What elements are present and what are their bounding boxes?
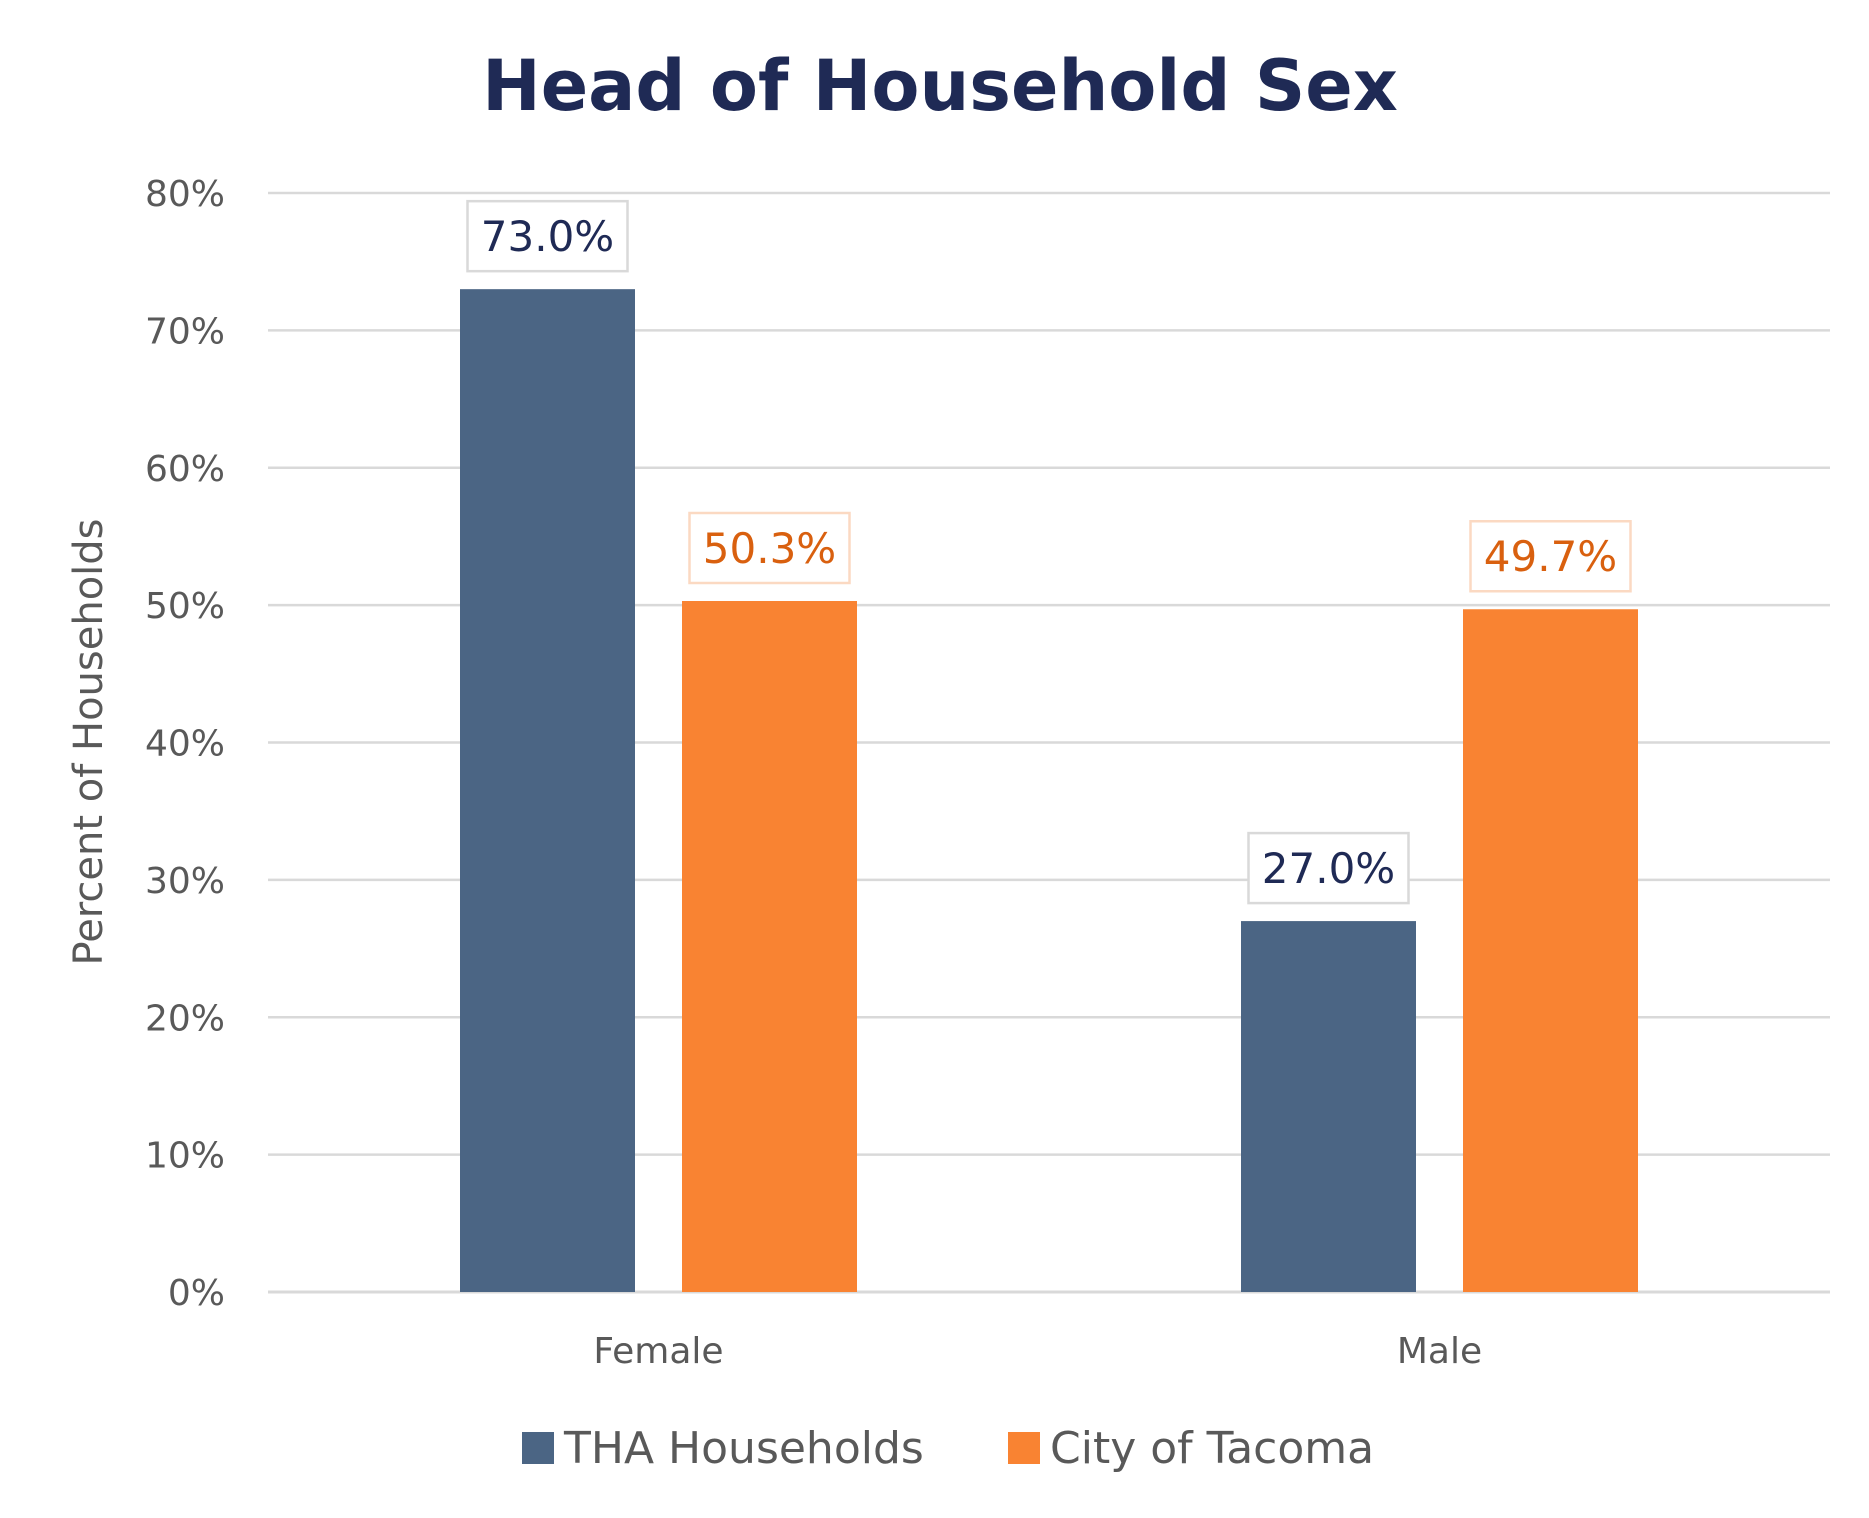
legend-label: City of Tacoma — [1050, 1423, 1374, 1474]
data-label: 50.3% — [703, 524, 836, 573]
y-tick-label: 30% — [145, 861, 225, 902]
y-tick-label: 60% — [145, 449, 225, 490]
data-labels: 73.0% 50.3% 27.0% 49.7% — [466, 199, 1632, 905]
legend-swatch-city-of-tacoma — [1008, 1432, 1040, 1464]
bar-city-of-tacoma-male — [1463, 609, 1638, 1292]
data-label: 49.7% — [1484, 532, 1617, 581]
y-tick-label: 80% — [145, 174, 225, 215]
chart-title: Head of Household Sex — [482, 45, 1398, 127]
data-label: 73.0% — [481, 212, 614, 261]
y-tick-label: 70% — [145, 311, 225, 352]
data-label-box — [1469, 519, 1632, 593]
legend: THA Households City of Tacoma — [522, 1423, 1374, 1474]
data-label-box — [1247, 831, 1410, 905]
data-label-box — [466, 199, 629, 273]
y-axis-title: Percent of Households — [66, 518, 112, 965]
bars — [460, 289, 1638, 1293]
x-category-label: Male — [1397, 1331, 1482, 1372]
y-tick-label: 50% — [145, 586, 225, 627]
bar-tha-households-male — [1241, 921, 1416, 1292]
bar-tha-households-female — [460, 289, 635, 1293]
data-label-box — [688, 511, 851, 585]
y-tick-label: 40% — [145, 724, 225, 765]
y-tick-label: 20% — [145, 998, 225, 1039]
y-tick-label: 10% — [145, 1136, 225, 1177]
y-tick-label: 0% — [168, 1273, 225, 1314]
bar-city-of-tacoma-female — [682, 601, 857, 1292]
x-category-label: Female — [593, 1331, 723, 1372]
legend-label: THA Households — [563, 1423, 924, 1474]
x-axis-categories: Female Male — [593, 1331, 1482, 1372]
legend-swatch-tha-households — [522, 1432, 554, 1464]
data-label: 27.0% — [1262, 844, 1395, 893]
y-axis-ticks: 0% 10% 20% 30% 40% 50% 60% 70% 80% — [145, 174, 225, 1314]
